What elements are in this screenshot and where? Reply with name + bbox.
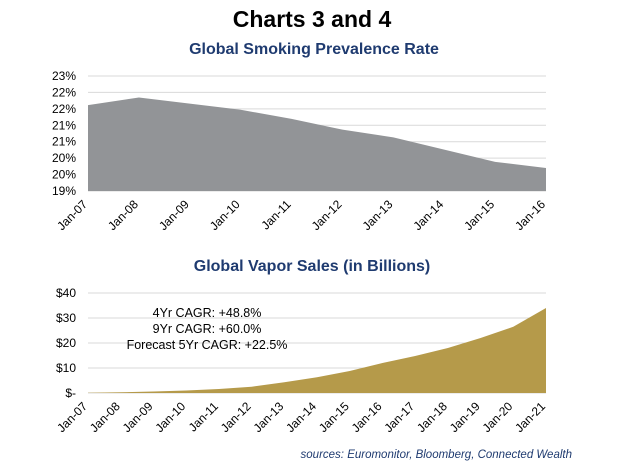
- annotation-9yr-cagr: 9Yr CAGR: +60.0%: [152, 322, 262, 336]
- annotation-4yr-cagr: 4Yr CAGR: +48.8%: [152, 306, 262, 320]
- x-tick-label: Jan-17: [381, 399, 417, 435]
- y-tick-label: $10: [56, 361, 76, 375]
- x-tick-label: Jan-19: [447, 399, 483, 435]
- x-tick-label: Jan-07: [54, 399, 90, 435]
- y-tick-label: 20%: [52, 151, 76, 165]
- x-tick-label: Jan-14: [283, 399, 319, 435]
- y-tick-label: $30: [56, 311, 76, 325]
- x-tick-label: Jan-20: [480, 399, 516, 435]
- x-tick-label: Jan-21: [512, 399, 548, 435]
- y-tick-label: 21%: [52, 118, 76, 132]
- y-tick-label: $40: [56, 286, 76, 300]
- y-tick-label: 23%: [52, 69, 76, 83]
- x-tick-label: Jan-18: [414, 399, 450, 435]
- y-tick-label: 20%: [52, 168, 76, 182]
- y-tick-label: 21%: [52, 135, 76, 149]
- series-area: [88, 97, 546, 191]
- chart-title-vapor: Global Vapor Sales (in Billions): [193, 258, 431, 275]
- x-tick-label: Jan-12: [218, 399, 254, 435]
- y-tick-label: $20: [56, 336, 76, 350]
- x-tick-label: Jan-09: [120, 399, 156, 435]
- x-tick-label: Jan-08: [87, 399, 123, 435]
- x-tick-label: Jan-10: [152, 399, 188, 435]
- source-note: sources: Euromonitor, Bloomberg, Connect…: [300, 449, 572, 461]
- page-title: Charts 3 and 4: [232, 6, 392, 32]
- x-tick-label: Jan-13: [251, 399, 287, 435]
- y-tick-label: 19%: [52, 184, 76, 198]
- y-tick-label: 22%: [52, 85, 76, 99]
- smoking-prevalence-chart: 19%20%20%21%21%22%22%23%Jan-07 Jan-08 Jan-…: [52, 69, 548, 233]
- x-tick-label: Jan-16: [349, 399, 385, 435]
- x-tick-label: Jan-11: [186, 399, 221, 434]
- y-tick-label: $-: [65, 386, 76, 400]
- y-tick-label: 22%: [52, 102, 76, 116]
- series-area: [88, 308, 546, 393]
- chart-title-smoking: Global Smoking Prevalence Rate: [189, 41, 439, 58]
- annotation-forecast-cagr: Forecast 5Yr CAGR: +22.5%: [126, 338, 288, 352]
- x-tick-label: Jan-15: [316, 399, 352, 435]
